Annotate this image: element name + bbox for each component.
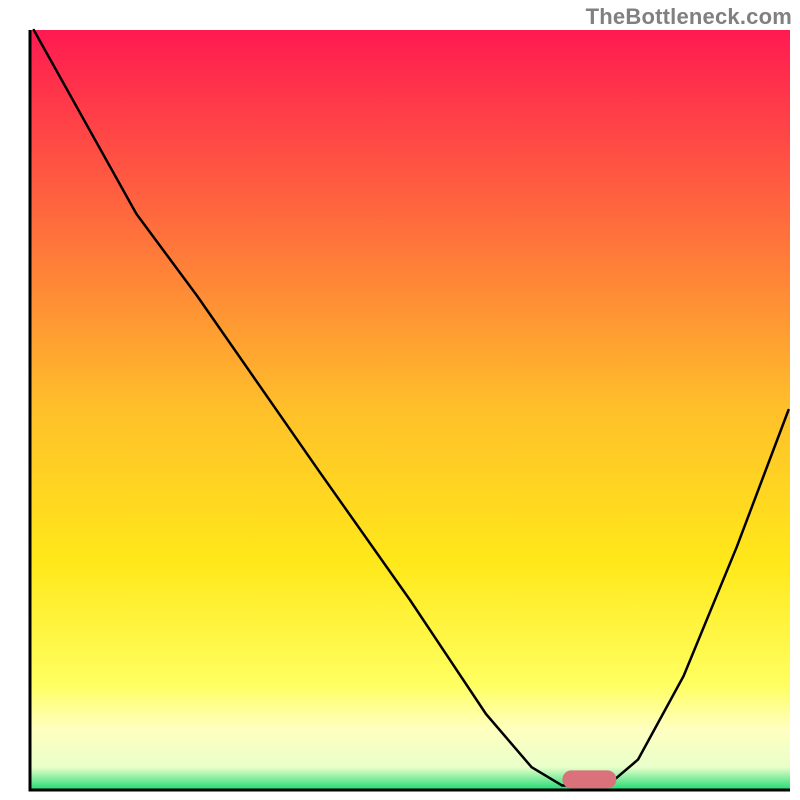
gradient-background bbox=[30, 30, 790, 790]
chart-container: TheBottleneck.com bbox=[0, 0, 800, 800]
optimal-marker bbox=[562, 770, 616, 788]
chart-svg bbox=[0, 0, 800, 800]
watermark-text: TheBottleneck.com bbox=[586, 4, 792, 30]
